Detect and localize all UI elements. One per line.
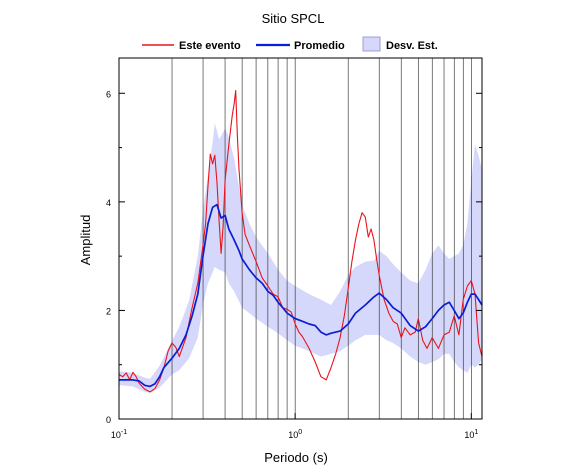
std-dev-band [119, 123, 482, 393]
legend: Este evento Promedio Desv. Est. [142, 36, 438, 52]
legend-desv-label: Desv. Est. [386, 40, 438, 52]
y-axis-label: Amplitud [78, 215, 93, 266]
y-tick-label: 6 [106, 89, 111, 99]
chart-title: Sitio SPCL [262, 11, 325, 26]
plot-area [118, 58, 483, 419]
promedio-line [119, 203, 483, 388]
plot-frame [118, 57, 483, 420]
evento-line [118, 90, 483, 393]
y-tick-label: 0 [106, 415, 111, 425]
legend-evento-label: Este evento [179, 40, 241, 52]
legend-promedio-label: Promedio [294, 40, 345, 52]
x-tick-label: 101 [464, 429, 478, 440]
y-tick-label: 2 [106, 306, 111, 316]
y-tick-label: 4 [106, 198, 111, 208]
x-tick-label: 10-1 [111, 429, 127, 440]
x-tick-label: 100 [288, 429, 302, 440]
axes: 0 2 4 6 10-1 100 101 [106, 57, 483, 440]
x-axis-label: Periodo (s) [264, 450, 328, 465]
legend-desv-swatch [362, 36, 381, 52]
